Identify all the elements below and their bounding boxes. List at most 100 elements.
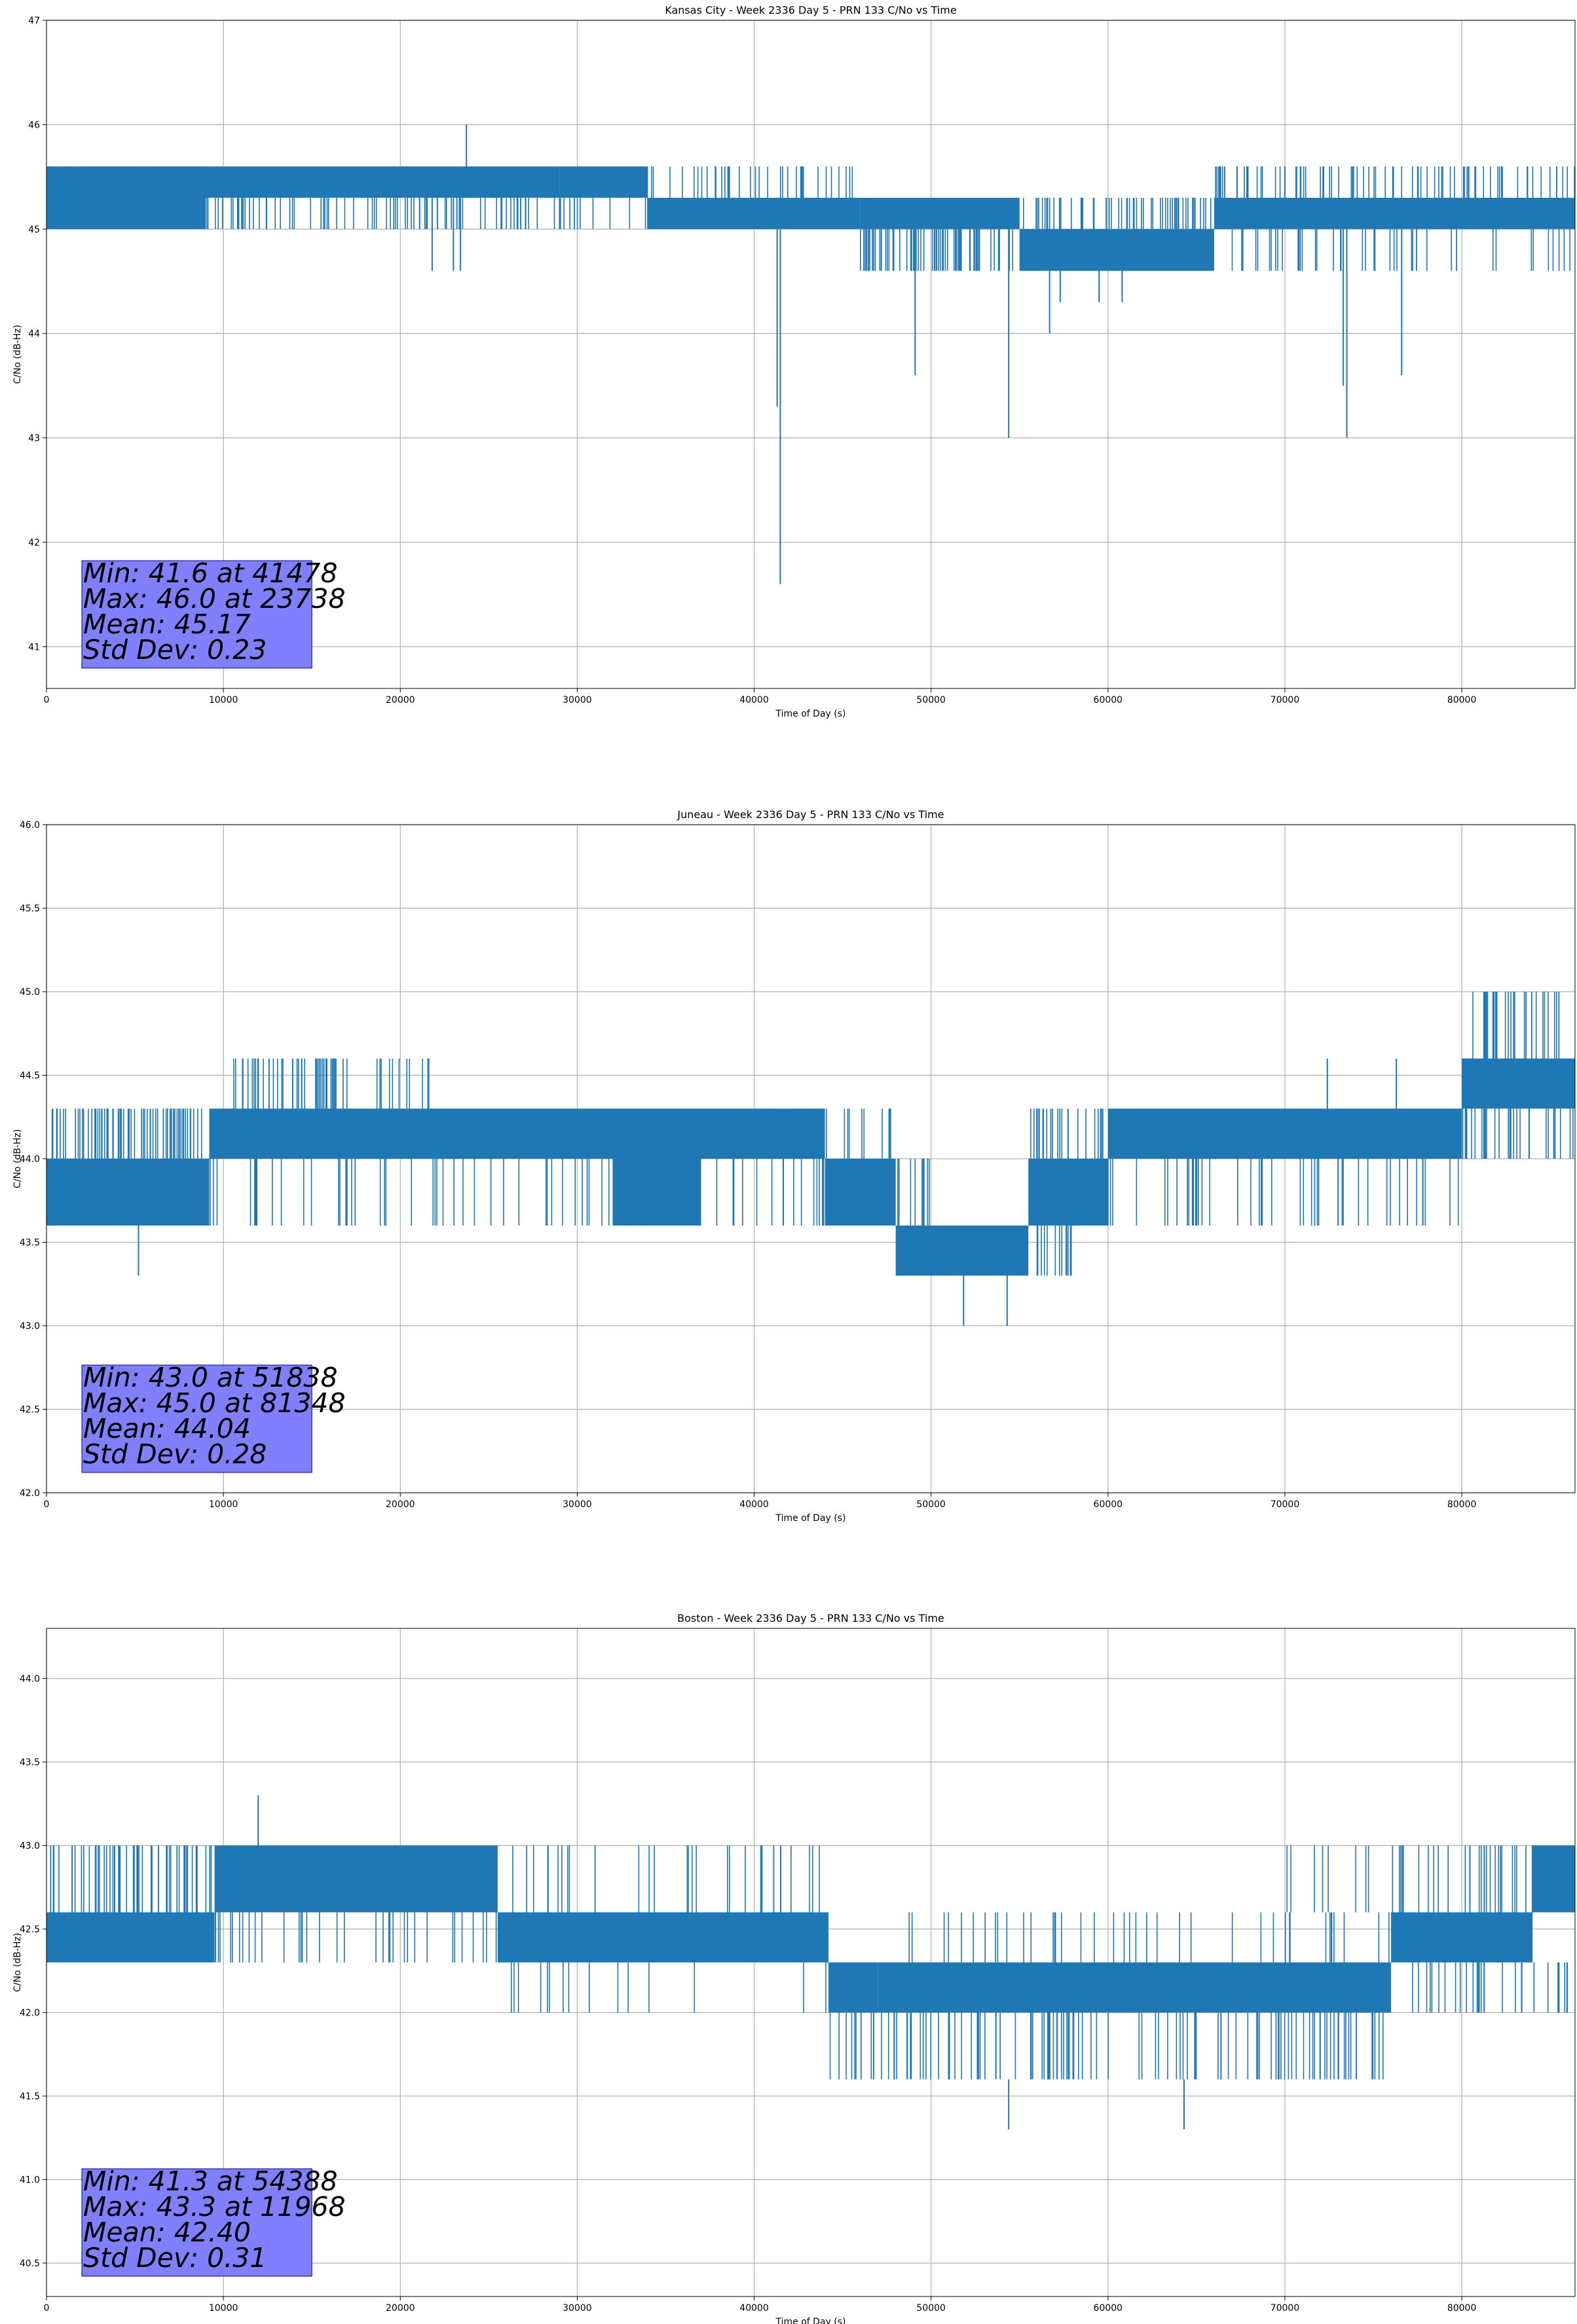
y-tick-label: 41.0 xyxy=(20,2175,40,2186)
y-axis-label: C/No (dB-Hz) xyxy=(12,325,23,384)
y-tick-label: 40.5 xyxy=(20,2258,40,2269)
y-tick-label: 44.0 xyxy=(20,1154,40,1165)
x-tick-label: 40000 xyxy=(739,1499,769,1510)
chart-boston: Boston - Week 2336 Day 5 - PRN 133 C/No … xyxy=(12,1612,1576,2324)
chart-kansas-city: Kansas City - Week 2336 Day 5 - PRN 133 … xyxy=(12,4,1576,719)
x-tick-label: 70000 xyxy=(1271,2303,1300,2314)
data-band xyxy=(718,1108,825,1159)
x-tick-label: 10000 xyxy=(209,695,238,705)
stats-max: Max: 43.3 at 11968 xyxy=(83,2191,346,2222)
y-tick-label: 44 xyxy=(28,329,40,339)
stats-box-background xyxy=(81,1364,312,1473)
y-tick-label: 41.5 xyxy=(20,2091,40,2102)
x-tick-label: 30000 xyxy=(563,1499,592,1510)
data-band xyxy=(1107,1108,1462,1159)
y-tick-label: 42.0 xyxy=(20,1488,40,1499)
stats-min: Min: 41.3 at 54388 xyxy=(83,2165,338,2197)
stats-mean: Mean: 45.17 xyxy=(83,609,251,640)
x-axis-ticks: 0 10000 20000 30000 40000 50000 60000 70000 8000… xyxy=(44,2296,1477,2314)
x-tick-label: 50000 xyxy=(916,2303,946,2314)
x-axis-label: Time of Day (s) xyxy=(775,1513,846,1524)
data-band xyxy=(559,166,648,198)
data-band xyxy=(1391,1912,1533,1962)
data-band xyxy=(497,1912,829,1962)
data-band xyxy=(878,1962,1392,2013)
y-axis-ticks: 42.0 42.5 43.0 43.5 44.0 44.5 45.0 45.5 46.0 xyxy=(20,820,46,1499)
data-band xyxy=(860,197,1020,229)
y-tick-label: 43.5 xyxy=(20,1238,40,1248)
data-band xyxy=(1462,1059,1575,1109)
x-tick-label: 0 xyxy=(44,1499,50,1510)
y-tick-label: 47 xyxy=(28,16,40,26)
stats-box: Min: 41.6 at 41478 Max: 46.0 at 23738 Me… xyxy=(81,557,346,669)
y-tick-label: 44.5 xyxy=(20,1071,40,1081)
y-axis-label: C/No (dB-Hz) xyxy=(12,1933,23,1992)
x-tick-label: 80000 xyxy=(1447,1499,1477,1510)
data-band xyxy=(1019,229,1214,271)
x-tick-label: 20000 xyxy=(386,2303,415,2314)
y-tick-label: 42.5 xyxy=(20,1924,40,1935)
stats-std-dev: Std Dev: 0.23 xyxy=(83,634,267,665)
x-tick-label: 40000 xyxy=(739,695,769,705)
data-band xyxy=(1214,197,1575,229)
x-tick-label: 80000 xyxy=(1447,695,1477,705)
stats-box-background xyxy=(81,2168,312,2277)
data-band xyxy=(1028,1159,1108,1226)
cno-series xyxy=(46,1795,1575,2129)
y-tick-label: 42.5 xyxy=(20,1405,40,1415)
y-tick-label: 46 xyxy=(28,120,40,130)
x-tick-label: 20000 xyxy=(386,1499,415,1510)
y-tick-label: 43.0 xyxy=(20,1321,40,1332)
y-axis-ticks: 40.5 41.0 41.5 42.0 42.5 43.0 43.5 44.0 xyxy=(20,1674,46,2269)
data-band xyxy=(46,1159,210,1226)
y-tick-label: 45.0 xyxy=(20,987,40,998)
data-band xyxy=(206,166,560,198)
plot-frame xyxy=(46,20,1576,689)
chart-title: Juneau - Week 2336 Day 5 - PRN 133 C/No … xyxy=(677,808,944,821)
chart-juneau: Juneau - Week 2336 Day 5 - PRN 133 C/No … xyxy=(12,808,1576,1524)
y-tick-label: 43 xyxy=(28,434,40,444)
x-tick-label: 60000 xyxy=(1094,695,1123,705)
data-band xyxy=(209,1108,719,1159)
cno-series xyxy=(46,124,1576,584)
x-tick-label: 30000 xyxy=(563,2303,592,2314)
data-band xyxy=(828,1962,878,2013)
x-tick-label: 60000 xyxy=(1094,1499,1123,1510)
y-axis-ticks: 41 42 43 44 45 46 47 xyxy=(28,16,46,652)
y-tick-label: 43.5 xyxy=(20,1757,40,1768)
x-tick-label: 80000 xyxy=(1447,2303,1477,2314)
x-tick-label: 50000 xyxy=(916,695,946,705)
stats-std-dev: Std Dev: 0.31 xyxy=(83,2242,267,2274)
y-tick-label: 44.0 xyxy=(20,1674,40,1685)
x-tick-label: 60000 xyxy=(1094,2303,1123,2314)
y-tick-label: 43.0 xyxy=(20,1841,40,1852)
stats-min: Min: 41.6 at 41478 xyxy=(83,557,338,589)
data-band xyxy=(895,1226,1029,1276)
stats-mean: Mean: 44.04 xyxy=(83,1413,251,1444)
x-tick-label: 0 xyxy=(44,2303,50,2314)
x-tick-label: 20000 xyxy=(386,695,415,705)
stats-mean: Mean: 42.40 xyxy=(83,2217,251,2248)
y-tick-label: 45 xyxy=(28,225,40,235)
stats-max: Max: 45.0 at 81348 xyxy=(83,1387,346,1419)
x-tick-label: 70000 xyxy=(1271,695,1300,705)
stats-box: Min: 41.3 at 54388 Max: 43.3 at 11968 Me… xyxy=(81,2165,346,2277)
plot-frame xyxy=(46,1628,1576,2297)
data-band xyxy=(648,197,861,229)
y-tick-label: 46.0 xyxy=(20,820,40,831)
x-axis-ticks: 0 10000 20000 30000 40000 50000 60000 70000 8000… xyxy=(44,688,1477,705)
stats-box: Min: 43.0 at 51838 Max: 45.0 at 81348 Me… xyxy=(81,1362,346,1473)
x-axis-label: Time of Day (s) xyxy=(775,709,846,719)
y-axis-label: C/No (dB-Hz) xyxy=(12,1129,23,1188)
x-axis-ticks: 0 10000 20000 30000 40000 50000 60000 70000 8000… xyxy=(44,1493,1477,1510)
data-band xyxy=(214,1845,498,1913)
y-tick-label: 45.5 xyxy=(20,904,40,914)
x-axis-label: Time of Day (s) xyxy=(775,2317,846,2324)
stats-max: Max: 46.0 at 23738 xyxy=(83,583,346,614)
data-band xyxy=(46,1912,215,1962)
y-tick-label: 42 xyxy=(28,538,40,548)
stats-box-background xyxy=(81,560,312,669)
stats-std-dev: Std Dev: 0.28 xyxy=(83,1438,267,1470)
x-tick-label: 10000 xyxy=(209,1499,238,1510)
y-tick-label: 41 xyxy=(28,642,40,652)
